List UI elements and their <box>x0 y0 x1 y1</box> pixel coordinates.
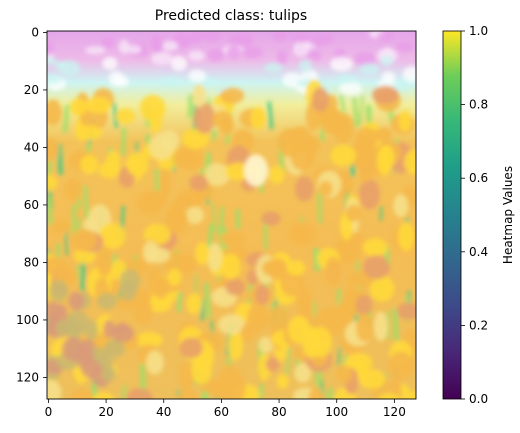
colorbar-tick-label: 0.6 <box>469 171 488 185</box>
chart-title: Predicted class: tulips <box>155 8 307 24</box>
x-tick-label: 120 <box>383 405 406 419</box>
colorbar-tick-label: 1.0 <box>469 24 488 38</box>
x-tick-label: 100 <box>325 405 348 419</box>
x-tick-label: 60 <box>214 405 229 419</box>
y-axis: 0 20 40 60 80 100 120 <box>16 25 47 384</box>
x-tick-label: 40 <box>156 405 171 419</box>
colorbar-tick-label: 0.8 <box>469 98 488 112</box>
y-tick-label: 80 <box>24 255 39 269</box>
colorbar: 0.0 0.2 0.4 0.6 0.8 1.0 Heatmap Values <box>443 24 515 406</box>
y-tick-label: 120 <box>16 370 39 384</box>
x-tick-label: 20 <box>98 405 113 419</box>
x-axis: 0 20 40 60 80 100 120 <box>45 399 406 419</box>
x-tick-label: 80 <box>271 405 286 419</box>
y-tick-label: 20 <box>24 83 39 97</box>
colorbar-label: Heatmap Values <box>501 166 515 264</box>
colorbar-gradient <box>443 31 461 399</box>
y-tick-label: 40 <box>24 140 39 154</box>
heatmap-image <box>36 27 425 425</box>
y-tick-label: 0 <box>31 25 39 39</box>
x-tick-label: 0 <box>45 405 53 419</box>
y-tick-label: 60 <box>24 198 39 212</box>
colorbar-tick-label: 0.4 <box>469 245 488 259</box>
colorbar-tick-label: 0.2 <box>469 318 488 332</box>
y-tick-label: 100 <box>16 313 39 327</box>
colorbar-tick-label: 0.0 <box>469 392 488 406</box>
